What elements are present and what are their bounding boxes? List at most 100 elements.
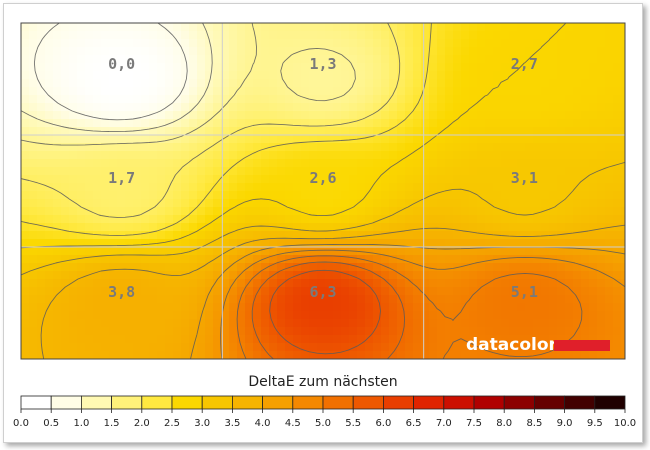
heat-tile <box>149 295 158 304</box>
heat-tile <box>525 215 534 224</box>
heat-tile <box>549 239 558 248</box>
heat-tile <box>589 231 598 240</box>
heat-tile <box>541 311 550 320</box>
heat-tile <box>173 175 182 184</box>
heat-tile <box>85 247 94 256</box>
heat-tile <box>189 127 198 136</box>
heat-tile <box>61 55 70 64</box>
heat-tile <box>317 87 326 96</box>
heat-tile <box>309 87 318 96</box>
heat-tile <box>253 191 262 200</box>
heat-tile <box>93 223 102 232</box>
heat-tile <box>541 255 550 264</box>
heat-tile <box>325 279 334 288</box>
heat-tile <box>517 103 526 112</box>
heat-tile <box>253 343 262 352</box>
heat-tile <box>301 87 310 96</box>
heat-tile <box>85 319 94 328</box>
heat-tile <box>565 39 574 48</box>
heat-tile <box>509 183 518 192</box>
heat-tile <box>445 351 454 359</box>
heat-tile <box>269 223 278 232</box>
heat-tile <box>101 247 110 256</box>
heat-tile <box>349 287 358 296</box>
heat-tile <box>109 95 118 104</box>
heat-tile <box>109 55 118 64</box>
heat-tile <box>277 135 286 144</box>
heat-tile <box>437 287 446 296</box>
heat-tile <box>29 87 38 96</box>
heat-tile <box>69 343 78 352</box>
heat-tile <box>405 335 414 344</box>
heat-tile <box>469 303 478 312</box>
heat-tile <box>165 111 174 120</box>
heat-tile <box>29 159 38 168</box>
heat-tile <box>141 255 150 264</box>
heat-tile <box>197 215 206 224</box>
heat-tile <box>69 295 78 304</box>
heat-tile <box>125 79 134 88</box>
heat-tile <box>301 199 310 208</box>
heat-tile <box>581 63 590 72</box>
contour-lines <box>21 23 625 359</box>
heat-tile <box>165 351 174 359</box>
heat-tile <box>565 151 574 160</box>
heat-tile <box>405 63 414 72</box>
heat-tile <box>77 167 86 176</box>
heat-tile <box>109 79 118 88</box>
heat-tile <box>205 119 214 128</box>
heat-tile <box>357 279 366 288</box>
heat-tile <box>301 183 310 192</box>
heat-tile <box>101 351 110 359</box>
heat-tile <box>421 87 430 96</box>
heat-tile <box>293 311 302 320</box>
heat-tile <box>117 351 126 359</box>
heat-tile <box>429 143 438 152</box>
heat-tile <box>357 143 366 152</box>
heat-tile <box>125 151 134 160</box>
heat-tile <box>213 255 222 264</box>
heat-tile <box>77 287 86 296</box>
heat-tile <box>333 39 342 48</box>
heat-tile <box>517 199 526 208</box>
heat-tile <box>125 183 134 192</box>
heat-tile <box>141 39 150 48</box>
color-scale-tick-label: 3.5 <box>224 418 240 429</box>
heat-tile <box>149 167 158 176</box>
heat-tile <box>269 239 278 248</box>
heat-tile <box>397 183 406 192</box>
heat-tile <box>277 151 286 160</box>
heat-tile <box>597 319 606 328</box>
heat-tile <box>85 47 94 56</box>
heat-tile <box>365 319 374 328</box>
heat-tile <box>21 327 30 336</box>
heat-tile <box>613 295 622 304</box>
heat-tile <box>197 327 206 336</box>
heat-tile <box>405 215 414 224</box>
heat-tile <box>517 111 526 120</box>
heat-tile <box>357 343 366 352</box>
heat-tile <box>573 231 582 240</box>
heat-tile <box>285 87 294 96</box>
heat-tile <box>437 63 446 72</box>
heat-tile <box>133 207 142 216</box>
heat-tile <box>173 279 182 288</box>
heat-tile <box>461 159 470 168</box>
heat-tile <box>77 303 86 312</box>
heat-tile <box>293 327 302 336</box>
heat-tile <box>365 351 374 359</box>
heat-tile <box>501 23 510 32</box>
heat-tile <box>45 95 54 104</box>
heat-tile <box>429 247 438 256</box>
heat-tile <box>349 231 358 240</box>
heat-tile <box>245 71 254 80</box>
heat-tile <box>453 127 462 136</box>
heat-tile <box>133 215 142 224</box>
heat-tile <box>501 343 510 352</box>
heat-tile <box>421 111 430 120</box>
heat-tile <box>269 95 278 104</box>
heat-tile <box>173 263 182 272</box>
color-scale-tick-label: 4.5 <box>285 418 301 429</box>
heat-tile <box>373 135 382 144</box>
heat-tile <box>85 279 94 288</box>
